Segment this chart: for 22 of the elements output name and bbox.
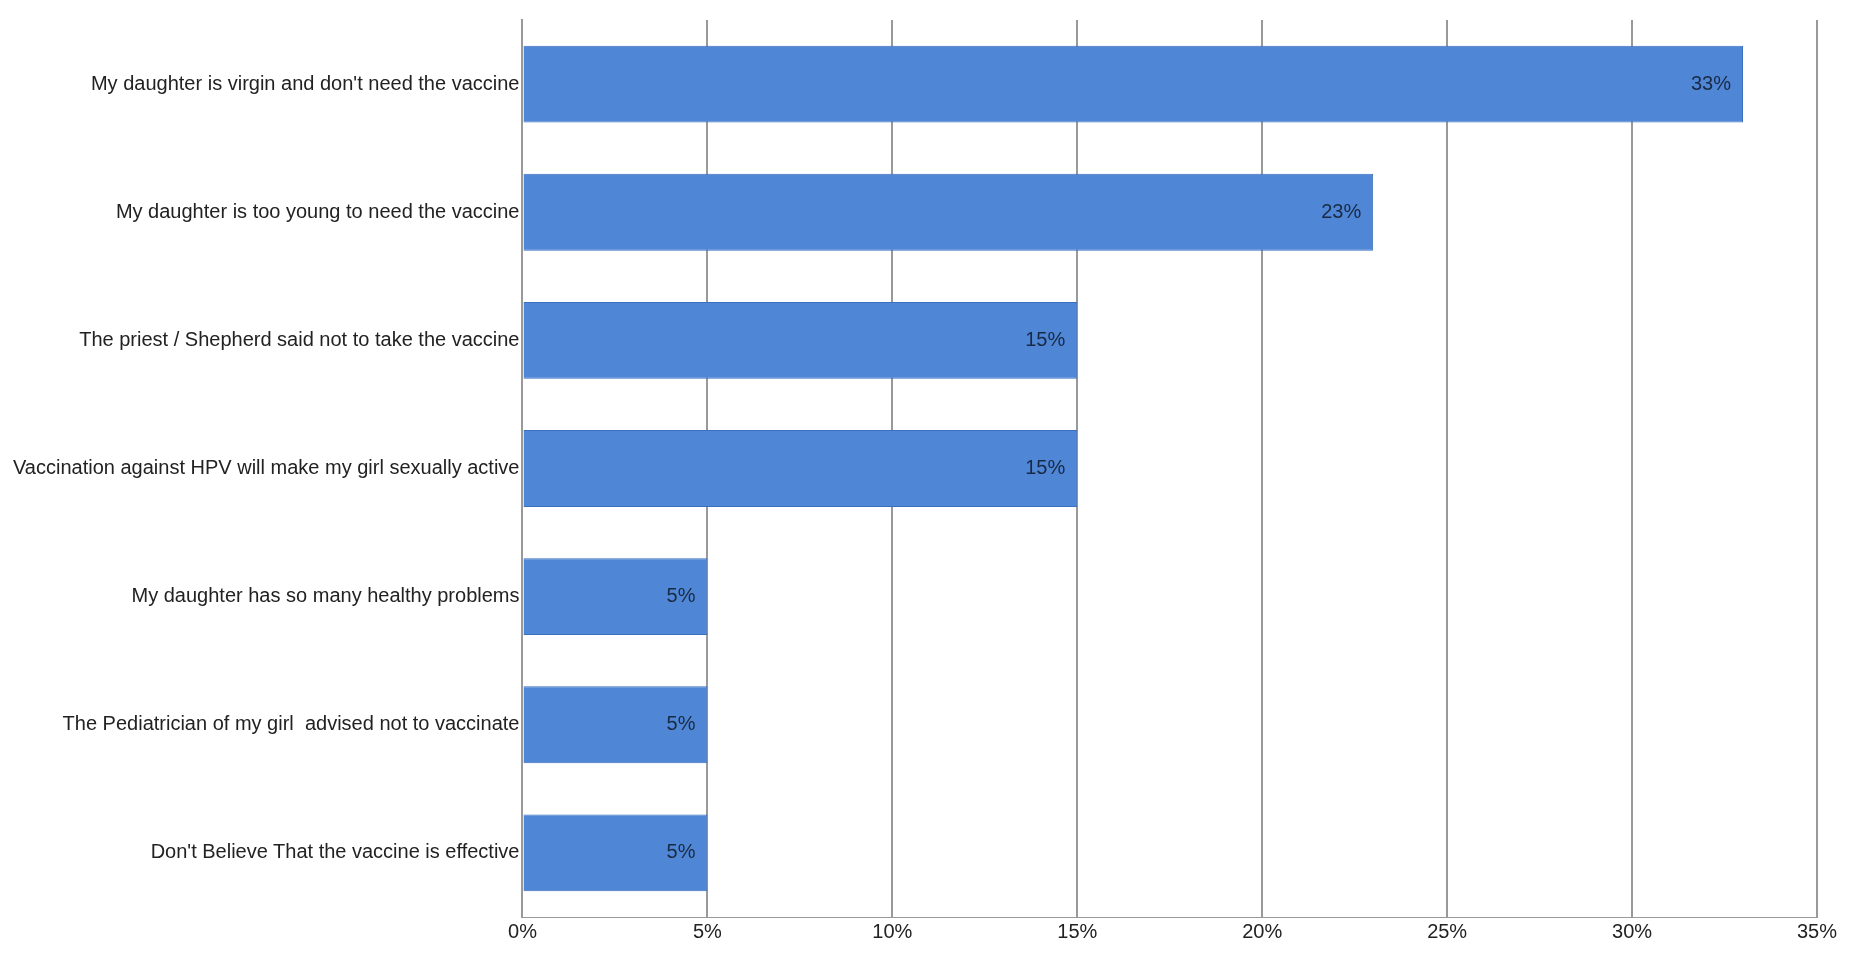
x-tick-label: 0%: [508, 919, 538, 942]
x-tick-label: 5%: [692, 919, 723, 942]
data-label: 5%: [666, 712, 696, 735]
data-label: 15%: [1025, 327, 1066, 350]
x-tick-label: 10%: [872, 919, 913, 942]
x-tick-label: 25%: [1427, 919, 1468, 942]
x-tick-label: 20%: [1242, 919, 1283, 942]
data-label: 33%: [1691, 71, 1732, 94]
x-tick-label: 35%: [1796, 919, 1838, 942]
y-tick-label: Don't Believe That the vaccine is effective: [150, 840, 520, 863]
data-label: 23%: [1321, 199, 1362, 222]
x-tick-label: 30%: [1612, 919, 1653, 942]
data-label: 5%: [666, 840, 696, 863]
y-tick-label: The priest / Shepherd said not to take the vaccine: [79, 327, 520, 350]
x-tick-label: 15%: [1057, 919, 1098, 942]
y-tick-label: My daughter is virgin and don't need the vaccine: [90, 71, 520, 94]
data-label: 15%: [1025, 456, 1066, 479]
y-tick-label: The Pediatrician of my girl advised not to vaccinate: [62, 712, 520, 735]
y-tick-label: Vaccination against HPV will make my girl sexually active: [12, 456, 520, 479]
data-label: 5%: [666, 584, 696, 607]
y-tick-label: My daughter has so many healthy problems: [131, 584, 520, 607]
y-tick-label: My daughter is too young to need the vaccine: [115, 199, 520, 222]
